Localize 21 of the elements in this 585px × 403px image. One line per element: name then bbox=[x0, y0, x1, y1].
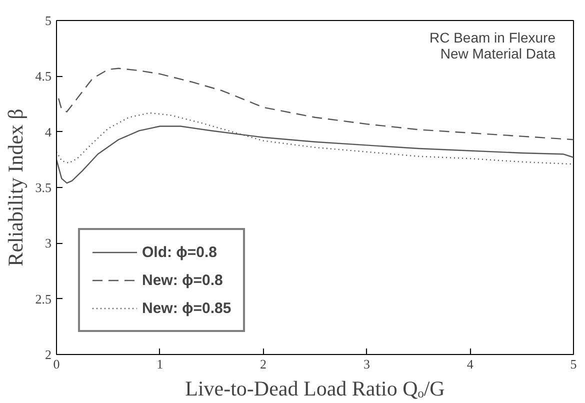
x-tick-label: 4 bbox=[466, 356, 474, 372]
y-tick-label: 2 bbox=[45, 347, 52, 362]
annotation: New Material Data bbox=[440, 46, 556, 62]
y-tick-label: 4 bbox=[45, 124, 52, 140]
line-series bbox=[58, 68, 574, 140]
x-tick-label: 1 bbox=[156, 356, 164, 372]
legend-label: Old: ϕ=0.8 bbox=[142, 244, 218, 260]
y-tick-label: 4.5 bbox=[35, 68, 52, 84]
x-tick-label: 2 bbox=[260, 356, 267, 372]
legend-label: New: ϕ=0.85 bbox=[142, 300, 232, 316]
x-tick-label: 3 bbox=[363, 356, 370, 372]
y-axis-title: Reliability Index β bbox=[3, 108, 28, 266]
y-tick-label: 3.5 bbox=[35, 180, 52, 195]
y-tick-label: 2.5 bbox=[35, 291, 52, 306]
x-tick-label: 5 bbox=[570, 356, 577, 372]
x-axis-title: Live-to-Dead Load Ratio Qₒ/G bbox=[185, 376, 445, 400]
x-tick-label: 0 bbox=[53, 356, 60, 372]
y-tick-label: 5 bbox=[45, 13, 52, 28]
legend-label: New: ϕ=0.8 bbox=[142, 272, 223, 288]
annotation: RC Beam in Flexure bbox=[429, 30, 556, 46]
y-tick-label: 3 bbox=[45, 236, 52, 251]
